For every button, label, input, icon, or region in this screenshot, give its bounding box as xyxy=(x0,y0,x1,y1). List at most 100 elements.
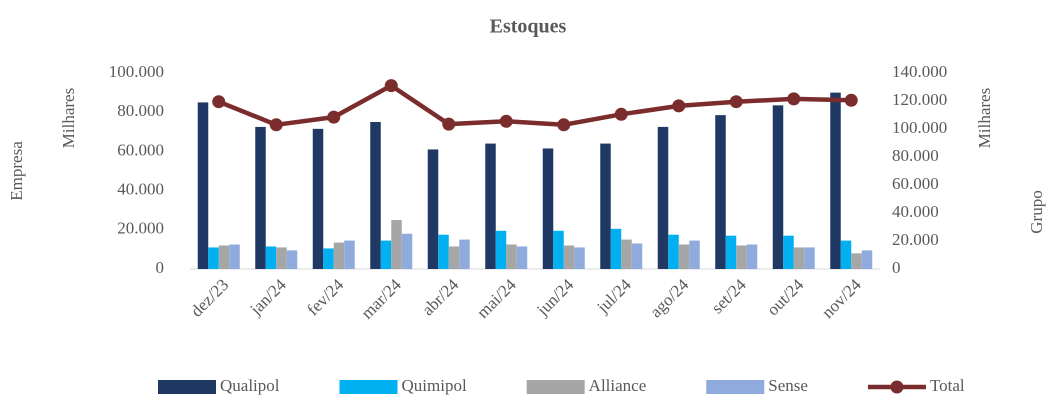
x-tick-label: mar/24 xyxy=(357,275,405,323)
y2-tick-label: 60.000 xyxy=(892,174,939,193)
x-tick-label: dez/23 xyxy=(187,275,232,320)
bar xyxy=(344,240,355,269)
bar xyxy=(736,245,747,269)
y2-tick-label: 80.000 xyxy=(892,146,939,165)
legend-label: Total xyxy=(930,376,965,395)
bar xyxy=(391,220,402,269)
bar xyxy=(783,235,794,269)
bar xyxy=(631,243,643,269)
bar xyxy=(448,246,460,269)
legend-label: Quimipol xyxy=(402,376,467,395)
x-tick-label: nov/24 xyxy=(818,275,865,322)
bar xyxy=(678,244,690,269)
marker xyxy=(442,117,456,131)
bar xyxy=(380,240,392,269)
legend-label: Sense xyxy=(768,376,808,395)
legend-swatch xyxy=(526,380,585,394)
bar xyxy=(459,239,470,269)
bar xyxy=(657,126,669,270)
bar xyxy=(197,102,209,270)
bar xyxy=(438,234,449,269)
y-tick-label: 20.000 xyxy=(117,219,164,238)
bar xyxy=(370,122,381,269)
marker xyxy=(499,114,513,128)
y2-unit-label: Milhares xyxy=(975,88,994,148)
bar xyxy=(563,245,575,269)
bar xyxy=(286,250,298,269)
legend-label: Qualipol xyxy=(220,376,280,395)
bar xyxy=(840,240,852,269)
legend-label: Alliance xyxy=(589,376,647,395)
x-tick-label: jun/24 xyxy=(532,275,577,320)
bar xyxy=(804,247,815,269)
y2-tick-label: 0 xyxy=(892,258,901,277)
bar xyxy=(208,247,219,269)
bar xyxy=(506,244,517,269)
y2-tick-label: 20.000 xyxy=(892,230,939,249)
bar xyxy=(553,230,564,269)
y2-axis-label: Grupo xyxy=(1027,190,1046,233)
chart-title: Estoques xyxy=(490,16,567,38)
marker xyxy=(787,92,801,106)
bar xyxy=(516,246,528,269)
bar xyxy=(725,235,737,269)
x-tick-label: jan/24 xyxy=(246,275,291,320)
bar xyxy=(851,253,862,269)
y2-tick-label: 40.000 xyxy=(892,202,939,221)
bar xyxy=(333,242,345,269)
y-tick-label: 0 xyxy=(156,258,165,277)
y-tick-label: 40.000 xyxy=(117,180,164,199)
marker xyxy=(384,79,398,93)
bar xyxy=(323,248,334,269)
x-tick-label: set/24 xyxy=(708,275,751,318)
bar xyxy=(485,143,496,269)
bar xyxy=(668,234,679,269)
y2-tick-label: 120.000 xyxy=(892,90,947,109)
x-tick-label: abr/24 xyxy=(418,275,462,319)
y-unit-label: Milhares xyxy=(59,88,78,148)
y-tick-label: 100.000 xyxy=(109,62,164,81)
marker xyxy=(557,118,571,132)
bar xyxy=(600,143,611,269)
marker xyxy=(729,95,743,109)
bar xyxy=(746,244,758,269)
x-tick-label: mai/24 xyxy=(473,275,520,322)
x-tick-label: out/24 xyxy=(763,275,808,320)
bar xyxy=(495,230,507,269)
marker xyxy=(269,118,283,132)
marker xyxy=(614,107,628,121)
bar xyxy=(689,240,700,269)
marker xyxy=(844,93,858,107)
marker xyxy=(212,95,226,109)
line xyxy=(217,83,852,128)
bar xyxy=(793,247,805,269)
y2-tick-label: 140.000 xyxy=(892,62,947,81)
bar xyxy=(401,233,413,269)
bar xyxy=(621,239,632,269)
marker xyxy=(672,99,686,113)
bar xyxy=(861,250,873,269)
bar xyxy=(715,115,726,269)
bar xyxy=(610,228,622,269)
bar xyxy=(772,105,784,269)
y-tick-label: 60.000 xyxy=(117,140,164,159)
legend-swatch xyxy=(339,380,398,394)
bar xyxy=(265,246,277,269)
legend-swatch xyxy=(890,380,904,394)
bar xyxy=(427,149,439,269)
bar xyxy=(255,126,266,270)
bar xyxy=(218,245,230,269)
y-tick-label: 80.000 xyxy=(117,101,164,120)
y-axis-label: Empresa xyxy=(7,141,26,201)
bar xyxy=(229,244,240,269)
bar xyxy=(574,247,585,269)
y2-tick-label: 100.000 xyxy=(892,118,947,137)
legend-swatch xyxy=(158,380,216,394)
bar xyxy=(830,92,841,269)
x-tick-label: ago/24 xyxy=(646,275,693,322)
legend-swatch xyxy=(706,380,765,394)
x-tick-label: jul/24 xyxy=(593,275,636,318)
bar xyxy=(312,128,324,269)
